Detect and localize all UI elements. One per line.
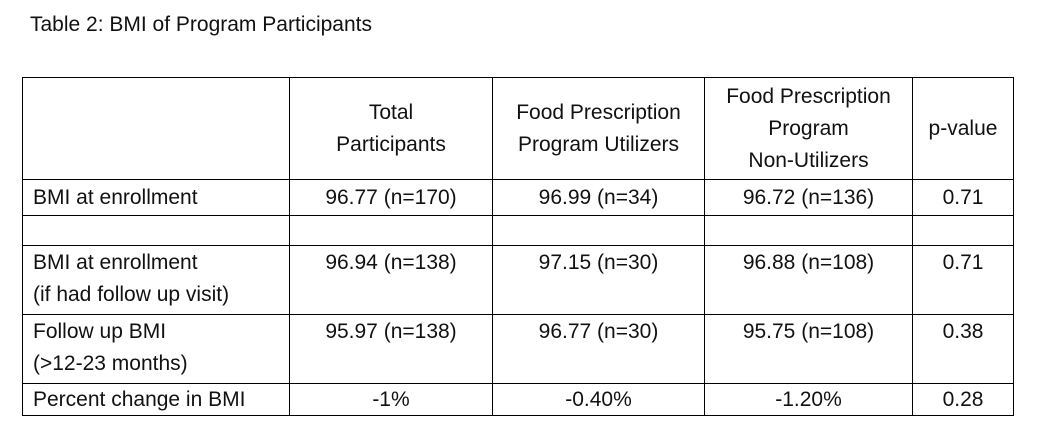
header-line: Program Utilizers: [517, 132, 680, 156]
cell-utilizers: 96.99 (n=34): [492, 179, 705, 216]
cell-p-value: 0.28: [912, 383, 1014, 416]
table-caption: Table 2: BMI of Program Participants: [30, 13, 372, 36]
table-row: Percent change in BMI -1% -0.40% -1.20% …: [22, 383, 1014, 416]
row-label-line: Follow up BMI: [33, 320, 167, 343]
cell-p-value: 0.71: [912, 179, 1014, 216]
cell-total: 95.97 (n=138): [289, 314, 493, 384]
cell-total: 96.77 (n=170): [289, 179, 493, 216]
header-total-participants: Total Participants: [289, 77, 493, 180]
empty-cell: [912, 215, 1014, 246]
empty-cell: [704, 215, 913, 246]
header-line: p-value: [928, 116, 998, 140]
row-label-line: BMI at enrollment: [33, 251, 198, 274]
header-line: Program: [768, 116, 849, 140]
cell-non-utilizers: 96.72 (n=136): [704, 179, 913, 216]
header-line: Food Prescription: [516, 100, 681, 124]
header-line: Total: [368, 100, 414, 124]
table-row: Follow up BMI (>12-23 months) 95.97 (n=1…: [22, 314, 1014, 384]
cell-non-utilizers: 95.75 (n=108): [704, 314, 913, 384]
empty-cell: [289, 215, 493, 246]
empty-cell: [492, 215, 705, 246]
row-label: BMI at enrollment (if had follow up visi…: [22, 245, 290, 315]
row-label: Percent change in BMI: [22, 383, 290, 416]
header-row: Total Participants Food Prescription Pro…: [22, 77, 1014, 180]
cell-p-value: 0.38: [912, 314, 1014, 384]
header-line: Food Prescription: [726, 84, 891, 108]
row-label: Follow up BMI (>12-23 months): [22, 314, 290, 384]
cell-total: -1%: [289, 383, 493, 416]
header-utilizers: Food Prescription Program Utilizers: [492, 77, 705, 180]
cell-utilizers: -0.40%: [492, 383, 705, 416]
row-label: BMI at enrollment: [22, 179, 290, 216]
cell-non-utilizers: 96.88 (n=108): [704, 245, 913, 315]
header-non-utilizers: Food Prescription Program Non-Utilizers: [704, 77, 913, 180]
bmi-table: Total Participants Food Prescription Pro…: [22, 77, 1014, 416]
table-row: BMI at enrollment (if had follow up visi…: [22, 245, 1014, 315]
cell-utilizers: 96.77 (n=30): [492, 314, 705, 384]
header-cell-empty: [22, 77, 290, 180]
row-label-line: (>12-23 months): [33, 352, 188, 375]
header-p-value: p-value: [912, 77, 1014, 180]
header-line: Participants: [336, 132, 446, 156]
empty-cell: [22, 215, 290, 246]
cell-utilizers: 97.15 (n=30): [492, 245, 705, 315]
table-row-empty: [22, 215, 1014, 246]
header-line: Non-Utilizers: [748, 148, 869, 172]
cell-non-utilizers: -1.20%: [704, 383, 913, 416]
table-row: BMI at enrollment 96.77 (n=170) 96.99 (n…: [22, 179, 1014, 216]
cell-total: 96.94 (n=138): [289, 245, 493, 315]
cell-p-value: 0.71: [912, 245, 1014, 315]
row-label-line: (if had follow up visit): [33, 283, 230, 306]
